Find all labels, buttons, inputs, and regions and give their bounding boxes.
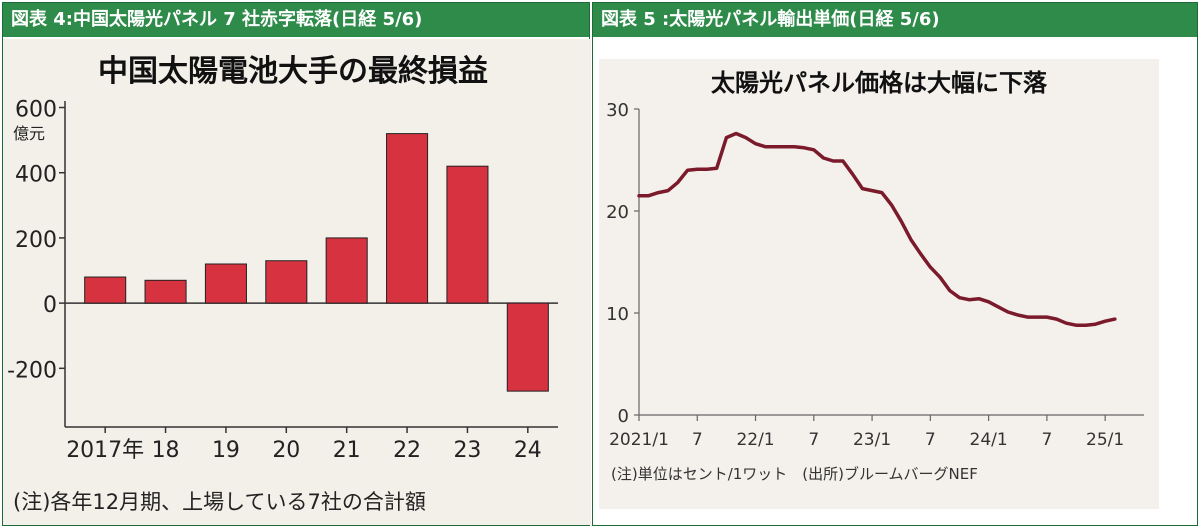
x-tick-label: 7 bbox=[692, 430, 703, 450]
figure-4-panel: 図表 4:中国太陽光パネル 7 社赤字転落(日経 5/6) 中国太陽電池大手の最… bbox=[2, 2, 591, 526]
x-tick-label: 2017年 bbox=[66, 438, 144, 463]
chart-5-title: 太陽光パネル価格は大幅に下落 bbox=[711, 69, 1048, 97]
x-tick-label: 25/1 bbox=[1086, 430, 1124, 450]
chart-4-bars bbox=[84, 133, 549, 392]
bar bbox=[265, 260, 308, 304]
figure-5-header: 図表 5 :太陽光パネル輸出単価(日経 5/6) bbox=[593, 3, 1197, 37]
loss-bar-chart: 中国太陽電池大手の最終損益 億元 600 400 200 0 -200 2017年 18 1… bbox=[7, 54, 558, 514]
y-tick-label: 600 bbox=[15, 98, 57, 123]
x-tick-label: 23 bbox=[453, 438, 481, 463]
x-tick-label: 19 bbox=[212, 438, 240, 463]
chart-5-x-ticks: 2021/1 7 22/1 7 23/1 7 24/1 7 25/1 bbox=[609, 415, 1124, 450]
price-series-line bbox=[637, 131, 1117, 327]
y-tick-label: 200 bbox=[15, 228, 57, 253]
y-tick-label: 20 bbox=[606, 202, 629, 223]
figure-4-header: 図表 4:中国太陽光パネル 7 社赤字転落(日経 5/6) bbox=[3, 3, 589, 37]
x-tick-label: 22 bbox=[393, 438, 421, 463]
price-line-chart: 太陽光パネル価格は大幅に下落 30 20 10 0 2021/1 7 22/1 7 23/1 7… bbox=[606, 69, 1144, 483]
y-tick-label: 30 bbox=[606, 100, 629, 121]
chart-4-x-ticks: 2017年 18 19 20 21 22 23 24 bbox=[66, 427, 542, 463]
chart-5-series bbox=[637, 131, 1117, 327]
x-tick-label: 20 bbox=[272, 438, 300, 463]
bar bbox=[204, 263, 247, 304]
figure-4-chart-area: 中国太陽電池大手の最終損益 億元 600 400 200 0 -200 2017年 18 1… bbox=[3, 39, 591, 525]
x-tick-label: 24/1 bbox=[970, 430, 1008, 450]
x-tick-label: 18 bbox=[152, 438, 180, 463]
x-tick-label: 24 bbox=[514, 438, 542, 463]
chart-4-y-unit: 億元 bbox=[13, 124, 45, 143]
y-tick-label: 10 bbox=[606, 304, 629, 325]
x-tick-label: 22/1 bbox=[736, 430, 774, 450]
chart-4-note: (注)各年12月期、上場している7社の合計額 bbox=[13, 490, 426, 514]
y-tick-label: 0 bbox=[43, 293, 57, 318]
bar bbox=[386, 133, 429, 304]
chart-4-y-ticks: 600 400 200 0 -200 bbox=[7, 98, 65, 383]
y-tick-label: 0 bbox=[618, 406, 629, 427]
figure-5-panel: 図表 5 :太陽光パネル輸出単価(日経 5/6) 太陽光パネル価格は大幅に下落 … bbox=[592, 2, 1198, 526]
bar bbox=[325, 237, 368, 304]
x-tick-label: 2021/1 bbox=[609, 430, 669, 450]
chart-5-axes bbox=[638, 109, 1144, 416]
x-tick-label: 7 bbox=[808, 430, 819, 450]
x-tick-label: 21 bbox=[333, 438, 361, 463]
chart-5-note: (注)単位はセント/1ワット (出所)ブルームバーグNEF bbox=[611, 465, 978, 483]
chart-5-y-ticks: 30 20 10 0 bbox=[606, 100, 639, 427]
x-tick-label: 23/1 bbox=[853, 430, 891, 450]
bar bbox=[144, 279, 187, 304]
y-tick-label: -200 bbox=[7, 358, 57, 383]
x-tick-label: 7 bbox=[925, 430, 936, 450]
chart-4-title: 中国太陽電池大手の最終損益 bbox=[98, 54, 488, 89]
figure-5-chart-area: 太陽光パネル価格は大幅に下落 30 20 10 0 2021/1 7 22/1 7 23/1 7… bbox=[599, 59, 1159, 509]
bar bbox=[84, 276, 127, 304]
y-tick-label: 400 bbox=[15, 163, 57, 188]
bar bbox=[446, 165, 489, 304]
bar bbox=[506, 302, 549, 392]
x-tick-label: 7 bbox=[1041, 430, 1052, 450]
